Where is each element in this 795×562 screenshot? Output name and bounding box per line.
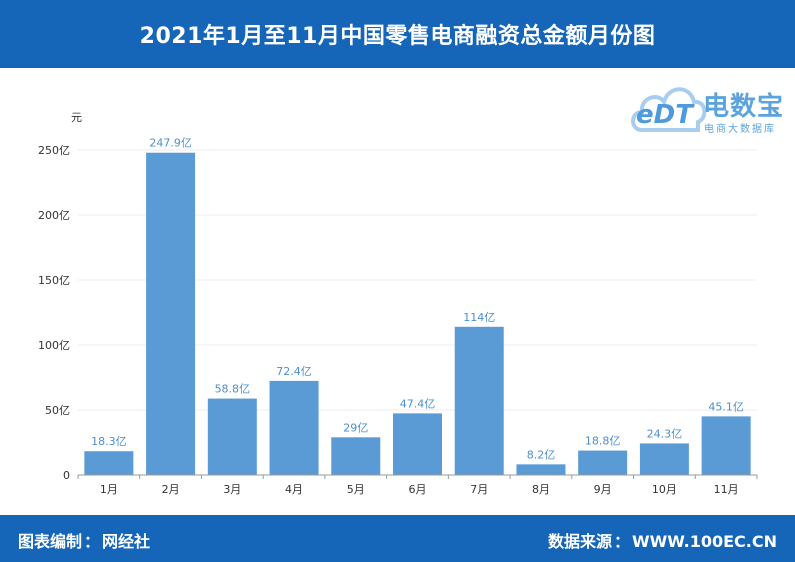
logo-mark: eDT — [636, 100, 693, 130]
x-tick-label: 10月 — [652, 483, 677, 496]
chart-title: 2021年1月至11月中国零售电商融资总金额月份图 — [139, 24, 656, 49]
data-label: 18.8亿 — [585, 435, 621, 448]
data-label: 47.4亿 — [400, 397, 436, 410]
data-label: 8.2亿 — [527, 448, 556, 461]
data-label: 72.4亿 — [276, 365, 312, 378]
footer-credit: 图表编制：网经社 — [18, 528, 150, 552]
data-label: 29亿 — [343, 421, 368, 434]
bar-2月 — [146, 152, 196, 475]
bar-5月 — [331, 437, 381, 475]
footer-credit-value: 网经社 — [102, 532, 151, 551]
logo-name: 电数宝 — [703, 92, 785, 122]
data-label: 45.1亿 — [708, 400, 744, 413]
bar-8月 — [516, 464, 566, 475]
chart-footer: 图表编制：网经社 数据来源： WWW.100EC.CN — [0, 515, 795, 562]
bar-9月 — [578, 450, 628, 475]
bar-4月 — [269, 380, 319, 475]
bar-10月 — [639, 443, 689, 475]
x-tick-label: 8月 — [532, 483, 550, 496]
bar-chart: 元 0 50亿 100亿 150亿 200亿 250亿 18.3亿 247.9亿 58.8亿 7… — [38, 111, 758, 496]
data-label: 24.3亿 — [647, 427, 683, 440]
y-tick-label: 0 — [63, 469, 70, 482]
y-tick-label: 200亿 — [38, 209, 70, 222]
bar-1月 — [84, 451, 134, 475]
bar-7月 — [454, 326, 504, 475]
bar-6月 — [393, 413, 442, 475]
y-tick-label: 50亿 — [45, 404, 70, 417]
footer-source: 数据来源： WWW.100EC.CN — [548, 528, 777, 552]
footer-source-colon: ： — [613, 532, 630, 551]
x-tick-label: 11月 — [714, 483, 739, 496]
chart-header: 2021年1月至11月中国零售电商融资总金额月份图 — [0, 0, 795, 68]
x-tick-label: 9月 — [594, 483, 612, 496]
x-tick-label: 6月 — [409, 483, 427, 496]
x-tick-label: 4月 — [285, 483, 303, 496]
cloud-logo-icon — [631, 87, 707, 132]
data-label: 58.8亿 — [215, 383, 251, 396]
x-tick-label: 3月 — [223, 483, 241, 496]
y-tick-label: 100亿 — [38, 339, 70, 352]
logo-subtitle: 电商大数据库 — [704, 124, 776, 135]
x-tick-label: 5月 — [347, 483, 365, 496]
data-label: 247.9亿 — [149, 137, 192, 150]
y-tick-label: 250亿 — [38, 144, 70, 157]
y-tick-label: 150亿 — [38, 274, 70, 287]
footer-source-value: WWW.100EC.CN — [632, 532, 777, 551]
data-label: 114亿 — [463, 311, 495, 324]
x-tick-label: 1月 — [100, 483, 118, 496]
footer-credit-colon: ： — [84, 532, 101, 551]
y-axis-unit: 元 — [71, 111, 82, 124]
footer-source-label: 数据来源 — [547, 532, 612, 551]
data-label: 18.3亿 — [91, 435, 127, 448]
x-tick-label: 2月 — [162, 483, 180, 496]
x-tick-label: 7月 — [470, 483, 488, 496]
bar-11月 — [701, 416, 751, 475]
bar-3月 — [207, 398, 257, 475]
footer-credit-label: 图表编制 — [18, 532, 83, 551]
